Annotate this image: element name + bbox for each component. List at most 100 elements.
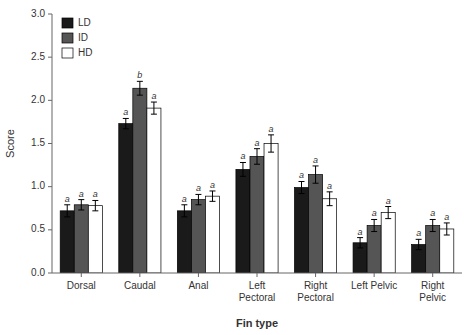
y-axis-line bbox=[52, 14, 53, 273]
error-cap bbox=[416, 239, 422, 240]
bar bbox=[60, 211, 74, 273]
error-stem bbox=[139, 81, 140, 95]
error-stem bbox=[81, 200, 82, 210]
bar bbox=[426, 226, 440, 273]
error-cap bbox=[92, 210, 98, 211]
error-cap bbox=[371, 219, 377, 220]
x-tick bbox=[139, 273, 140, 277]
error-stem bbox=[153, 102, 154, 114]
x-tick-label: Left Pelvic bbox=[351, 280, 397, 291]
error-bar bbox=[371, 219, 377, 231]
error-bar bbox=[268, 135, 274, 152]
error-cap bbox=[137, 95, 143, 96]
x-tick-label-line: Pectoral bbox=[297, 292, 334, 303]
x-axis-label: Fin type bbox=[236, 317, 278, 329]
x-tick bbox=[81, 273, 82, 277]
bar bbox=[119, 124, 133, 273]
bar bbox=[133, 88, 147, 273]
y-tick bbox=[48, 186, 52, 187]
y-tick-label: 3.0 bbox=[31, 8, 45, 19]
legend-swatch bbox=[62, 18, 73, 28]
legend-label: LD bbox=[78, 17, 91, 28]
error-cap bbox=[209, 201, 215, 202]
bar bbox=[264, 144, 278, 274]
error-cap bbox=[444, 222, 450, 223]
error-cap bbox=[92, 200, 98, 201]
chart: 0.00.51.01.52.02.53.0Scoreaaaaaaaabaaaaa… bbox=[0, 0, 474, 335]
error-bar bbox=[416, 239, 422, 249]
error-bar bbox=[385, 207, 391, 219]
error-bar bbox=[64, 205, 70, 217]
bar bbox=[74, 205, 88, 273]
error-bar bbox=[357, 238, 363, 248]
y-tick bbox=[48, 143, 52, 144]
x-tick-label: Anal bbox=[188, 280, 208, 291]
x-tick-label-line: Anal bbox=[188, 280, 208, 291]
sig-label: a bbox=[182, 194, 187, 204]
bar bbox=[177, 211, 191, 273]
error-cap bbox=[430, 219, 436, 220]
error-bar bbox=[181, 205, 187, 217]
sig-label: a bbox=[196, 183, 201, 193]
y-tick bbox=[48, 57, 52, 58]
error-cap bbox=[416, 249, 422, 250]
sig-label: a bbox=[372, 208, 377, 218]
bar bbox=[294, 188, 308, 273]
sig-label: a bbox=[430, 208, 435, 218]
error-bar bbox=[254, 149, 260, 165]
error-bar bbox=[430, 219, 436, 231]
error-cap bbox=[268, 134, 274, 135]
y-tick bbox=[48, 100, 52, 101]
error-bar bbox=[444, 223, 450, 235]
error-cap bbox=[327, 191, 333, 192]
error-cap bbox=[357, 247, 363, 248]
error-cap bbox=[64, 204, 70, 205]
y-axis-label: Score bbox=[4, 129, 16, 158]
error-stem bbox=[418, 239, 419, 249]
error-cap bbox=[195, 194, 201, 195]
error-cap bbox=[430, 231, 436, 232]
error-stem bbox=[95, 200, 96, 210]
sig-label: a bbox=[299, 170, 304, 180]
error-stem bbox=[198, 194, 199, 204]
bar bbox=[309, 175, 323, 273]
x-tick-label-line: Left Pelvic bbox=[351, 280, 397, 291]
sig-label: a bbox=[386, 196, 391, 206]
x-tick-label: LeftPectoral bbox=[239, 280, 276, 303]
x-tick bbox=[257, 273, 258, 277]
y-axis: 0.00.51.01.52.02.53.0 bbox=[31, 8, 52, 278]
error-cap bbox=[254, 164, 260, 165]
sig-labels: aaaaaaaabaaaaaaaaaaaa bbox=[65, 70, 450, 238]
bar bbox=[323, 199, 337, 273]
y-tick-label: 2.5 bbox=[31, 51, 45, 62]
error-cap bbox=[385, 218, 391, 219]
error-cap bbox=[151, 114, 157, 115]
error-cap bbox=[299, 181, 305, 182]
legend-label: ID bbox=[78, 32, 88, 43]
legend: LDIDHD bbox=[62, 17, 92, 58]
error-cap bbox=[240, 176, 246, 177]
x-tick bbox=[374, 273, 375, 277]
x-tick bbox=[198, 273, 199, 277]
bar bbox=[205, 196, 219, 273]
error-cap bbox=[64, 216, 70, 217]
y-tick-label: 0.0 bbox=[31, 267, 45, 278]
y-tick-label: 0.5 bbox=[31, 223, 45, 234]
error-cap bbox=[123, 128, 129, 129]
error-cap bbox=[327, 205, 333, 206]
error-stem bbox=[212, 191, 213, 201]
error-stem bbox=[67, 205, 68, 217]
y-tick-label: 1.0 bbox=[31, 180, 45, 191]
error-stem bbox=[432, 219, 433, 231]
sig-label: a bbox=[358, 227, 363, 237]
bar bbox=[191, 200, 205, 273]
error-stem bbox=[329, 192, 330, 206]
bar bbox=[250, 156, 264, 273]
sig-label: a bbox=[79, 189, 84, 199]
x-tick-label-line: Left bbox=[249, 280, 266, 291]
error-stem bbox=[242, 162, 243, 176]
error-stem bbox=[315, 166, 316, 183]
error-cap bbox=[357, 237, 363, 238]
y-tick-label: 2.0 bbox=[31, 94, 45, 105]
error-cap bbox=[181, 204, 187, 205]
